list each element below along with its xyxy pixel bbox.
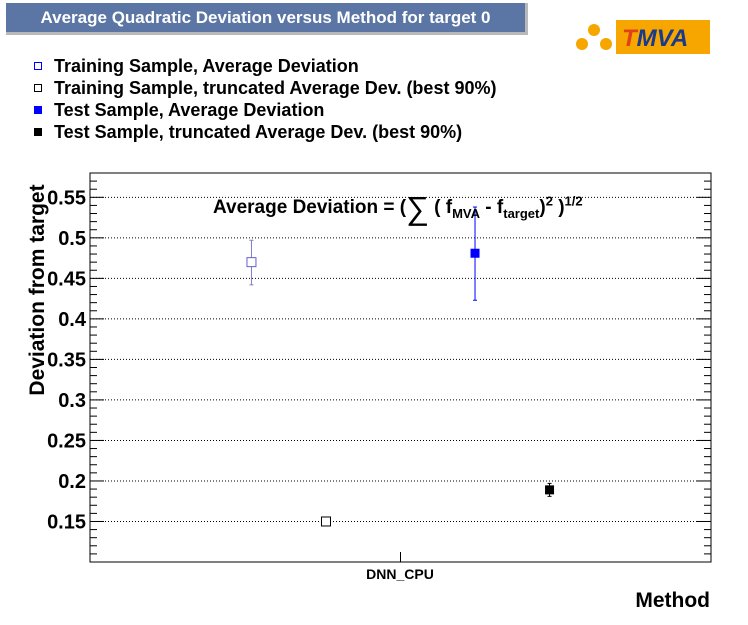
formula-superscript: 2 (545, 193, 553, 209)
data-point (545, 485, 555, 495)
formula-part: ( f (428, 197, 453, 218)
y-tick-label: 0.35 (47, 349, 86, 371)
category-label: DNN_CPU (366, 566, 434, 582)
formula-part: - f (480, 197, 504, 218)
logo-node-icon (588, 24, 600, 36)
filled-square-icon (34, 106, 42, 114)
open-square-icon (34, 84, 42, 92)
legend: Training Sample, Average Deviation Train… (30, 55, 496, 143)
logo-node-icon (600, 38, 612, 50)
open-square-icon (34, 62, 42, 70)
data-point (320, 516, 331, 527)
legend-item: Test Sample, Average Deviation (30, 99, 496, 121)
legend-item: Training Sample, truncated Average Dev. … (30, 77, 496, 99)
legend-item: Test Sample, truncated Average Dev. (bes… (30, 121, 496, 143)
formula-superscript: 1/2 (564, 193, 583, 209)
formula-part: ) (539, 197, 546, 218)
y-tick-label: 0.4 (58, 309, 87, 331)
legend-label: Training Sample, truncated Average Dev. … (54, 77, 497, 98)
sum-symbol: ∑ (406, 190, 429, 226)
data-point (470, 248, 480, 258)
formula-part: Average Deviation = ( (213, 197, 407, 218)
y-tick-label: 0.15 (47, 511, 86, 533)
legend-label: Training Sample, Average Deviation (54, 55, 359, 76)
formula-annotation: Average Deviation = (∑ ( fMVA - ftarget)… (213, 190, 583, 227)
formula-subscript: MVA (452, 205, 481, 221)
formula-part: ) (552, 197, 565, 218)
y-tick-label: 0.55 (47, 187, 86, 209)
y-tick-label: 0.5 (58, 228, 86, 250)
legend-item: Training Sample, Average Deviation (30, 55, 496, 77)
logo-node-icon (576, 38, 588, 50)
y-tick-label: 0.25 (47, 430, 86, 452)
formula-subscript: target (503, 205, 540, 221)
y-axis-label: Deviation from target (26, 184, 49, 396)
legend-label: Test Sample, Average Deviation (54, 99, 325, 120)
plot-title: Average Quadratic Deviation versus Metho… (6, 3, 528, 35)
legend-label: Test Sample, truncated Average Dev. (bes… (54, 121, 463, 142)
plot-frame (89, 172, 712, 563)
logo-text: TMVA (622, 25, 688, 52)
filled-square-icon (34, 128, 42, 136)
tmva-logo: TMVA (572, 20, 710, 54)
data-point (246, 257, 257, 268)
y-tick-label: 0.45 (47, 268, 86, 290)
y-tick-label: 0.3 (58, 390, 86, 412)
y-tick-label: 0.2 (58, 471, 86, 493)
x-axis-label: Method (635, 589, 710, 612)
